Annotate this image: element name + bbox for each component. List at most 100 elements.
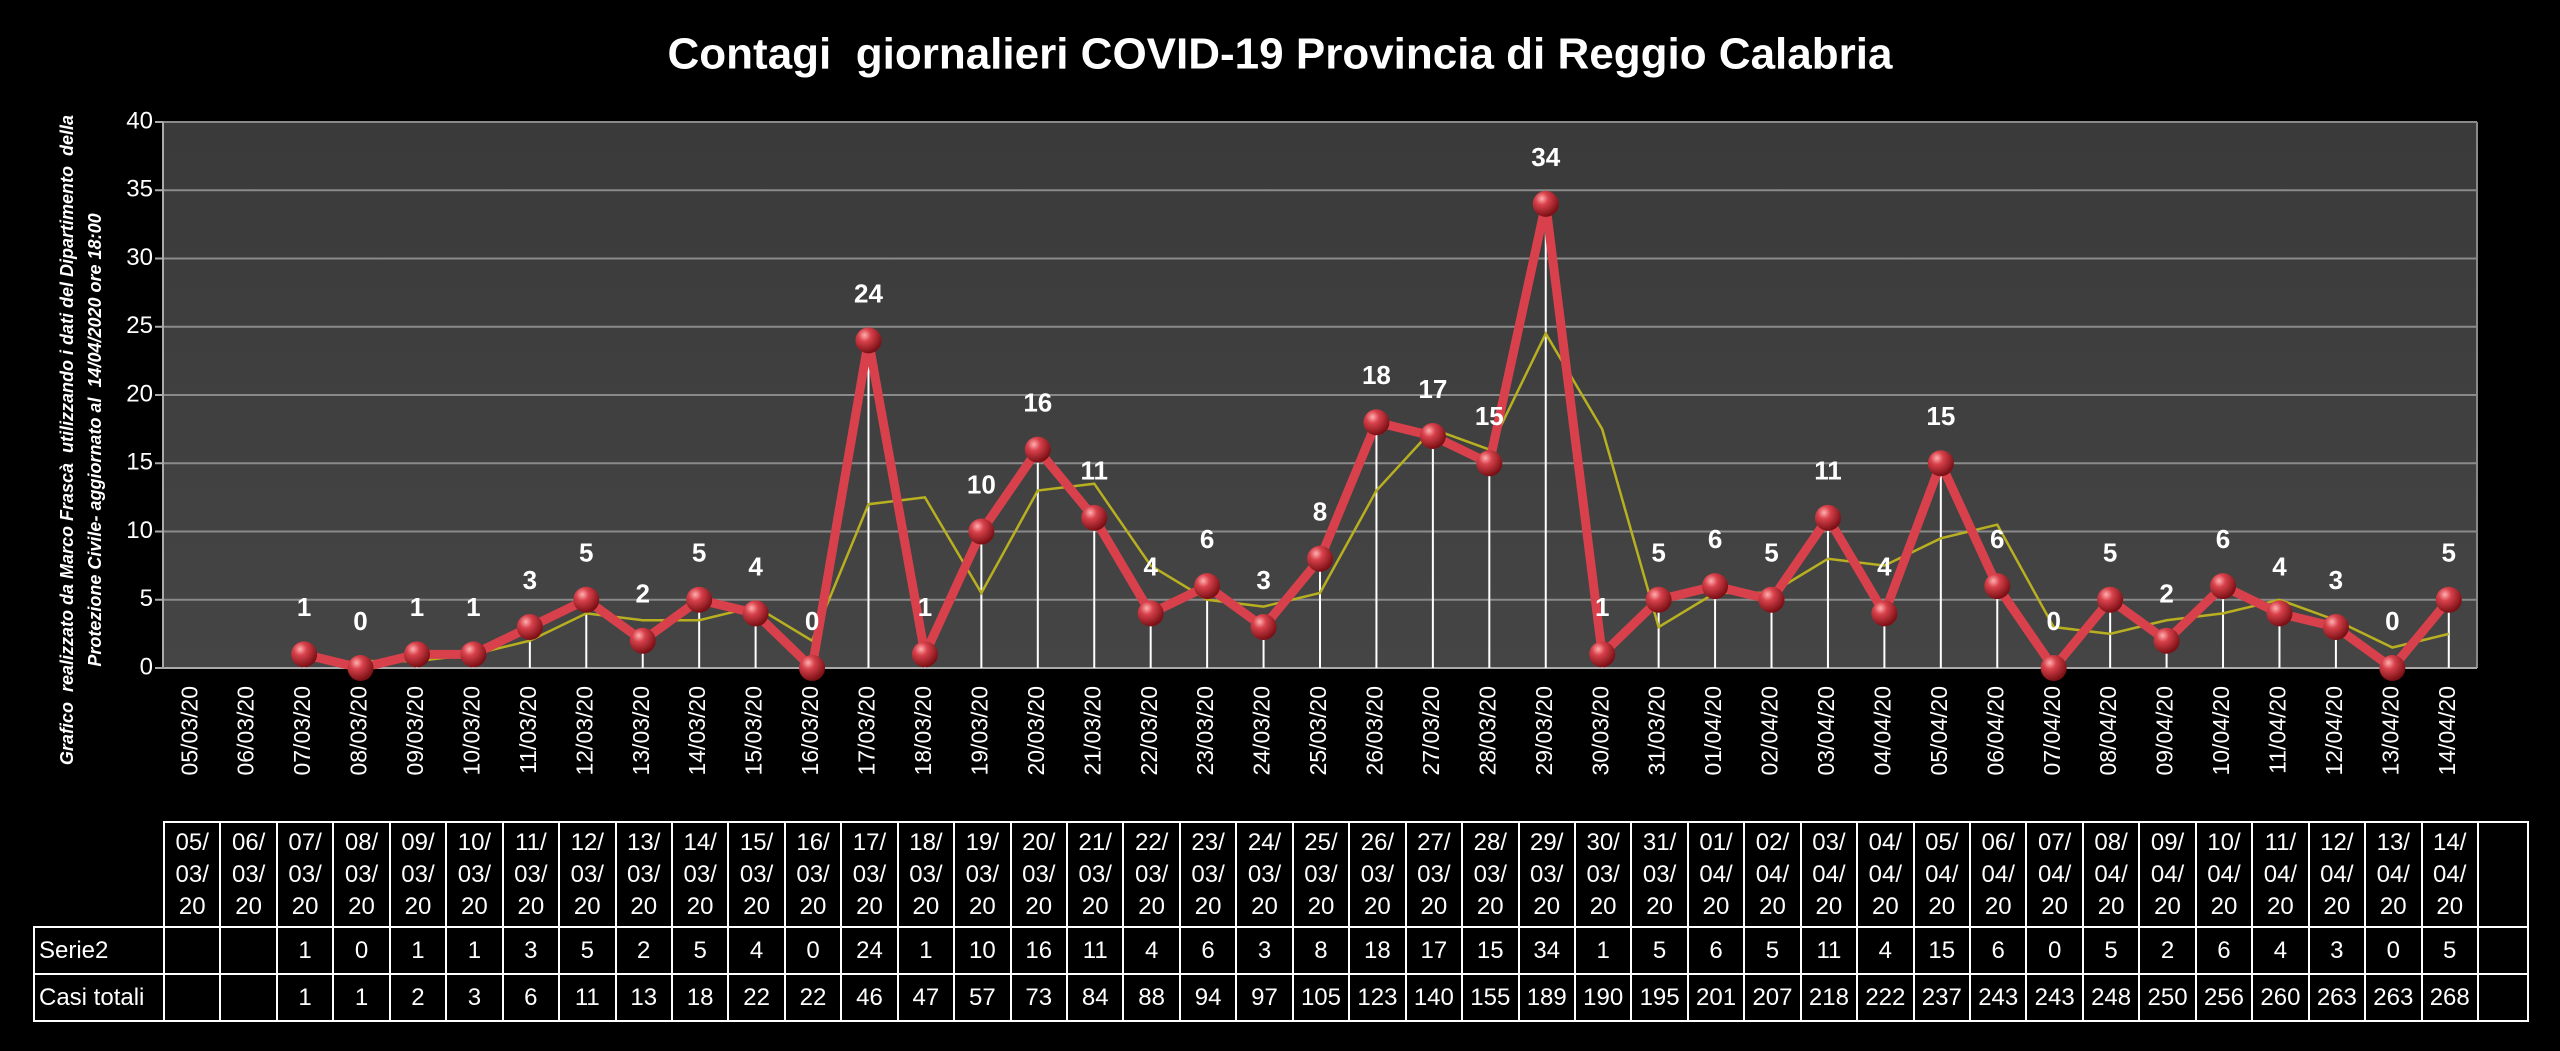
table-value: 4 bbox=[727, 926, 786, 975]
table-value: 243 bbox=[2025, 973, 2084, 1022]
point bbox=[460, 641, 487, 668]
table-cell bbox=[2476, 821, 2529, 928]
x-tick-label: 06/04/20 bbox=[1982, 686, 2008, 776]
table-date: 22/03/20 bbox=[1122, 821, 1181, 928]
table-date: 18/03/20 bbox=[896, 821, 956, 928]
point bbox=[1814, 504, 1841, 531]
point bbox=[968, 518, 995, 545]
table-value: 268 bbox=[2420, 973, 2479, 1022]
table-date: 25/03/20 bbox=[1291, 821, 1351, 928]
x-tick-label: 29/03/20 bbox=[1531, 686, 1557, 776]
table-value: 189 bbox=[1517, 973, 1576, 1022]
table-date: 17/03/20 bbox=[840, 821, 899, 928]
data-label: 4 bbox=[1877, 551, 1892, 581]
table-value: 3 bbox=[445, 973, 504, 1022]
point bbox=[1984, 573, 2011, 600]
table-value: 34 bbox=[1517, 926, 1576, 975]
point bbox=[1137, 600, 1164, 627]
y-tick-label: 5 bbox=[140, 585, 153, 612]
table-value: 15 bbox=[1912, 926, 1972, 975]
data-label: 8 bbox=[1313, 497, 1327, 527]
table-value: 4 bbox=[1856, 926, 1915, 975]
annotation: Protezione Civile- aggiornato al 14/04/2… bbox=[85, 213, 105, 666]
data-label: 3 bbox=[2329, 565, 2343, 595]
x-tick-label: 06/03/20 bbox=[233, 686, 259, 776]
table-value: 5 bbox=[2420, 926, 2479, 975]
point bbox=[1589, 641, 1616, 668]
y-tick-label: 35 bbox=[126, 176, 153, 203]
table-date: 06/03/20 bbox=[219, 821, 278, 928]
data-label: 15 bbox=[1475, 401, 1504, 431]
table-date: 29/03/20 bbox=[1517, 821, 1576, 928]
data-label: 34 bbox=[1531, 142, 1560, 172]
point bbox=[1927, 450, 1954, 477]
table-date: 08/03/20 bbox=[332, 821, 391, 928]
x-tick-label: 08/03/20 bbox=[346, 686, 372, 776]
table-date: 31/03/20 bbox=[1630, 821, 1689, 928]
data-label: 15 bbox=[1926, 401, 1955, 431]
table-date: 13/04/20 bbox=[2364, 821, 2423, 928]
x-tick-label: 11/04/20 bbox=[2265, 686, 2291, 774]
table-value: 190 bbox=[1573, 973, 1633, 1022]
table-value: 237 bbox=[1912, 973, 1972, 1022]
table-value: 256 bbox=[2194, 973, 2254, 1022]
table-value: 1 bbox=[275, 973, 335, 1022]
data-label: 10 bbox=[967, 469, 996, 499]
table-value bbox=[162, 973, 222, 1022]
point bbox=[911, 641, 938, 668]
data-label: 5 bbox=[2442, 538, 2456, 568]
table-date: 19/03/20 bbox=[953, 821, 1012, 928]
table-date: 04/04/20 bbox=[1856, 821, 1915, 928]
table-date: 10/04/20 bbox=[2194, 821, 2254, 928]
x-tick-label: 15/03/20 bbox=[741, 686, 767, 776]
table-date: 30/03/20 bbox=[1573, 821, 1633, 928]
data-label: 0 bbox=[353, 606, 367, 636]
table-value: 195 bbox=[1630, 973, 1689, 1022]
data-label: 11 bbox=[1814, 456, 1842, 486]
point bbox=[1476, 450, 1503, 477]
table-date: 11/03/20 bbox=[501, 821, 561, 928]
y-tick-label: 30 bbox=[126, 244, 153, 271]
table-date: 03/04/20 bbox=[1799, 821, 1859, 928]
table-value: 10 bbox=[953, 926, 1012, 975]
point bbox=[403, 641, 430, 668]
point bbox=[1532, 190, 1559, 217]
point bbox=[1194, 573, 1221, 600]
trendline bbox=[360, 330, 2450, 663]
table-date: 20/03/20 bbox=[1009, 821, 1069, 928]
table-date: 21/03/20 bbox=[1065, 821, 1125, 928]
table-date: 05/03/20 bbox=[162, 821, 222, 928]
table-value: 5 bbox=[1743, 926, 1802, 975]
table-value: 5 bbox=[558, 926, 617, 975]
table-value: 4 bbox=[1122, 926, 1181, 975]
y-tick-label: 0 bbox=[140, 653, 153, 680]
point bbox=[2435, 586, 2462, 613]
point bbox=[1307, 545, 1333, 572]
data-label: 18 bbox=[1362, 360, 1391, 390]
table-value: 140 bbox=[1404, 973, 1464, 1022]
table-value: 6 bbox=[1686, 926, 1746, 975]
point bbox=[291, 641, 318, 668]
x-tick-label: 26/03/20 bbox=[1362, 686, 1388, 776]
table-value: 1 bbox=[896, 926, 956, 975]
x-tick-label: 07/04/20 bbox=[2039, 686, 2065, 776]
x-tick-label: 05/03/20 bbox=[176, 686, 202, 776]
point bbox=[1702, 573, 1729, 600]
table-value: 3 bbox=[2307, 926, 2367, 975]
table-date: 13/03/20 bbox=[614, 821, 673, 928]
data-label: 5 bbox=[579, 538, 593, 568]
table-date: 24/03/20 bbox=[1235, 821, 1294, 928]
table-cell bbox=[2476, 926, 2529, 975]
data-label: 2 bbox=[635, 579, 649, 609]
table-value: 18 bbox=[670, 973, 730, 1022]
table-value: 263 bbox=[2307, 973, 2367, 1022]
x-tick-label: 10/04/20 bbox=[2208, 686, 2234, 776]
x-tick-label: 13/03/20 bbox=[628, 686, 654, 776]
x-tick-label: 07/03/20 bbox=[289, 686, 315, 776]
table-date: 09/04/20 bbox=[2138, 821, 2197, 928]
x-tick-label: 13/04/20 bbox=[2377, 686, 2403, 776]
table-value: 13 bbox=[614, 973, 673, 1022]
annotation: Grafico realizzato da Marco Frascà utili… bbox=[57, 115, 77, 765]
data-label: 4 bbox=[1143, 551, 1158, 581]
x-tick-label: 03/04/20 bbox=[1813, 686, 1839, 776]
